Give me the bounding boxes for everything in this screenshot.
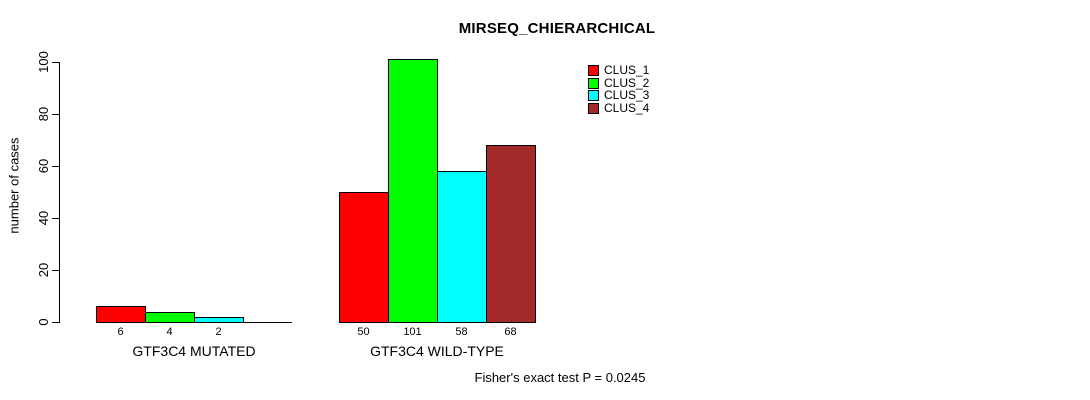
y-tick-label: 80 bbox=[36, 106, 51, 122]
y-tick-label: 0 bbox=[36, 318, 51, 326]
legend-label: CLUS_1 bbox=[604, 63, 650, 78]
bar-value-label: 2 bbox=[215, 326, 222, 338]
legend-row: CLUS_1 bbox=[588, 65, 649, 76]
bar-clus_2-group2 bbox=[388, 59, 438, 323]
legend-label: CLUS_3 bbox=[604, 88, 650, 103]
bar-clus_2-group1 bbox=[145, 312, 195, 323]
legend-swatch-clus_2 bbox=[588, 77, 599, 89]
legend-row: CLUS_4 bbox=[588, 100, 650, 115]
legend-row: CLUS_3 bbox=[588, 90, 649, 101]
x-category-label: GTF3C4 MUTATED bbox=[132, 343, 256, 359]
bar-clus_4-group2 bbox=[486, 145, 536, 323]
y-axis-line bbox=[59, 62, 60, 323]
bar-value-label: 101 bbox=[403, 326, 422, 338]
y-tick-label: 20 bbox=[36, 262, 51, 278]
legend-row: CLUS_2 bbox=[588, 75, 650, 90]
legend-label: CLUS_4 bbox=[604, 100, 650, 115]
y-axis-tick bbox=[52, 166, 59, 167]
legend-swatch-clus_3 bbox=[588, 90, 599, 101]
bar-clus_1-group1 bbox=[96, 306, 146, 323]
bar-value-label: 68 bbox=[504, 326, 517, 338]
x-category-label: GTF3C4 WILD-TYPE bbox=[370, 343, 504, 359]
bar-clus_1-group2 bbox=[339, 192, 389, 323]
y-tick-label: 40 bbox=[36, 210, 51, 226]
y-axis-label: number of cases bbox=[6, 137, 22, 234]
legend-swatch-clus_1 bbox=[588, 65, 599, 76]
chart-title: MIRSEQ_CHIERARCHICAL bbox=[458, 20, 656, 37]
y-axis-tick bbox=[52, 218, 59, 219]
y-axis-tick bbox=[52, 270, 59, 271]
y-axis-tick bbox=[52, 114, 59, 115]
legend-label: CLUS_2 bbox=[604, 75, 650, 90]
bar-clus_3-group2 bbox=[437, 171, 487, 323]
y-tick-label: 60 bbox=[36, 158, 51, 174]
y-tick-label: 100 bbox=[36, 51, 51, 73]
legend-swatch-clus_4 bbox=[588, 102, 599, 114]
stats-annotation: Fisher's exact test P = 0.0245 bbox=[474, 370, 646, 385]
legend: CLUS_1 CLUS_2 CLUS_3 CLUS_4 bbox=[588, 65, 649, 115]
bar-clus_3-group1 bbox=[194, 317, 244, 323]
bar-value-label: 58 bbox=[455, 326, 468, 338]
y-axis-tick bbox=[52, 62, 59, 63]
y-axis-tick bbox=[52, 322, 59, 323]
bar-value-label: 6 bbox=[117, 326, 124, 338]
bar-value-label: 50 bbox=[357, 326, 370, 338]
bar-value-label: 4 bbox=[166, 326, 173, 338]
